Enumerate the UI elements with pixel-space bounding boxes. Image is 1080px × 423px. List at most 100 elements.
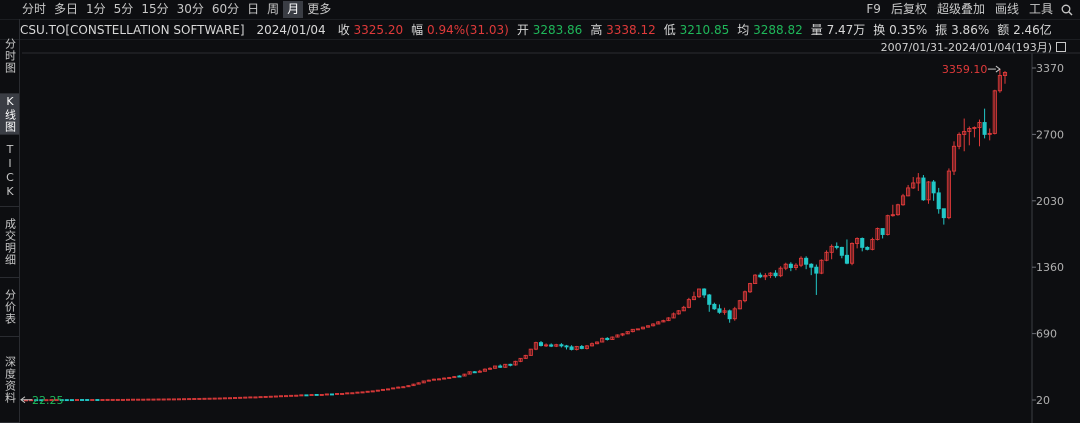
candle-body [697,288,702,298]
candle-body [457,375,462,378]
candle-body [299,394,304,397]
candle-body [503,363,508,368]
candle-body [804,257,809,265]
sidebar-tab-1[interactable]: K线图 [0,94,19,135]
period-tab-7[interactable]: 日 [247,2,260,16]
candle-body [146,398,151,401]
candle-body [544,344,549,347]
candle-body [732,308,737,320]
range-square-icon[interactable] [1056,41,1066,52]
candle-body [997,75,1002,92]
candle-body [166,398,171,401]
candle-body [64,399,69,402]
candle-body [819,259,824,274]
period-tab-5[interactable]: 30分 [176,2,204,16]
candle-body [54,399,59,402]
candle-body [686,299,691,308]
sidebar-tab-label: 分价表 [3,289,17,325]
open-label-text: 开 [516,23,529,37]
candle-body [74,399,80,401]
candle-body [375,389,380,392]
candle-body [125,398,131,401]
quote-bar: CSU.TO[CONSTELLATION SOFTWARE] 2024/01/0… [0,19,1080,40]
candle-body [595,341,600,345]
candle-body [85,399,90,401]
quote-date: 2024/01/04 [256,22,326,37]
y-tick-label: 20 [1036,394,1050,407]
candle-body [523,354,528,359]
period-tab-0[interactable]: 分时 [22,2,47,16]
candle-body [477,370,482,373]
candle-body [753,274,758,285]
candle-body [737,300,742,310]
candle-body [610,336,615,340]
candle-body [600,337,605,343]
candle-body [278,395,283,398]
period-tab-6[interactable]: 60分 [211,2,240,16]
candle-body [656,321,661,325]
candle-body [625,331,630,335]
sidebar-tab-0[interactable]: 分时图 [0,19,19,94]
candle-body [283,395,289,398]
candle-body [900,195,906,206]
candle-body [447,377,452,379]
candle-body [493,365,498,369]
period-tab-8[interactable]: 周 [267,2,280,16]
close-label: 收 3325.20 [338,21,403,38]
candle-body [385,388,391,391]
candle-body [406,385,411,388]
toolbar-item-2[interactable]: 超级叠加 [936,2,985,16]
sidebar-tab-3[interactable]: 成交明细 [0,207,19,278]
sidebar-tab-5[interactable]: 深度资料 [0,337,19,423]
period-tab-4[interactable]: 15分 [141,2,169,16]
candle-body [340,393,345,395]
candle-body [1002,72,1008,76]
candle-body [365,390,370,393]
candle-body [120,398,125,401]
low-value: 3210.85 [679,23,730,37]
turnover-label-text: 换 [873,23,886,37]
candle-body [472,371,477,374]
candle-body [676,310,681,315]
candle-body [987,132,992,135]
candle-body [824,251,829,261]
toolbar-item-3[interactable]: 画线 [994,2,1019,16]
candle-body [95,399,100,401]
candle-body [895,204,900,216]
candle-body [131,398,136,401]
avg-label-text: 均 [737,23,750,37]
candle-body [849,242,855,264]
candle-body [202,397,207,400]
change-value: 0.94%(31.03) [427,23,509,37]
candle-body [431,378,436,381]
period-tab-9[interactable]: 月 [283,1,304,18]
period-tab-10[interactable]: 更多 [307,2,332,16]
y-tick-label: 2030 [1036,195,1064,208]
candle-body [80,399,85,401]
candle-body [498,365,503,368]
high-label-text: 高 [590,23,603,37]
sidebar-tab-4[interactable]: 分价表 [0,278,19,337]
period-tab-3[interactable]: 5分 [113,2,134,16]
y-tick-label: 1360 [1036,261,1064,274]
toolbar-item-0[interactable]: F9 [866,2,881,16]
period-tab-2[interactable]: 1分 [86,2,106,16]
candle-body [380,388,385,391]
candle-body [793,264,798,268]
candle-body [620,333,625,336]
candle-body [462,373,467,377]
sidebar-tab-2[interactable]: TICK [0,135,19,207]
toolbar-item-4[interactable]: 工具 [1028,2,1053,16]
toolbar-item-1[interactable]: 后复权 [890,2,927,16]
sidebar-tab-label: K线图 [3,95,17,133]
candle-body [722,310,727,313]
turnover-label: 换 0.35% [873,21,927,38]
candle-body [712,303,717,310]
period-tab-1[interactable]: 多日 [54,2,79,16]
search-icon[interactable] [1058,1,1076,19]
y-axis: 20 690 1360 2030 2700 3370 [1032,62,1064,407]
open-label: 开 3283.86 [517,21,582,38]
candle-body [870,239,875,250]
candle-body [702,288,707,296]
